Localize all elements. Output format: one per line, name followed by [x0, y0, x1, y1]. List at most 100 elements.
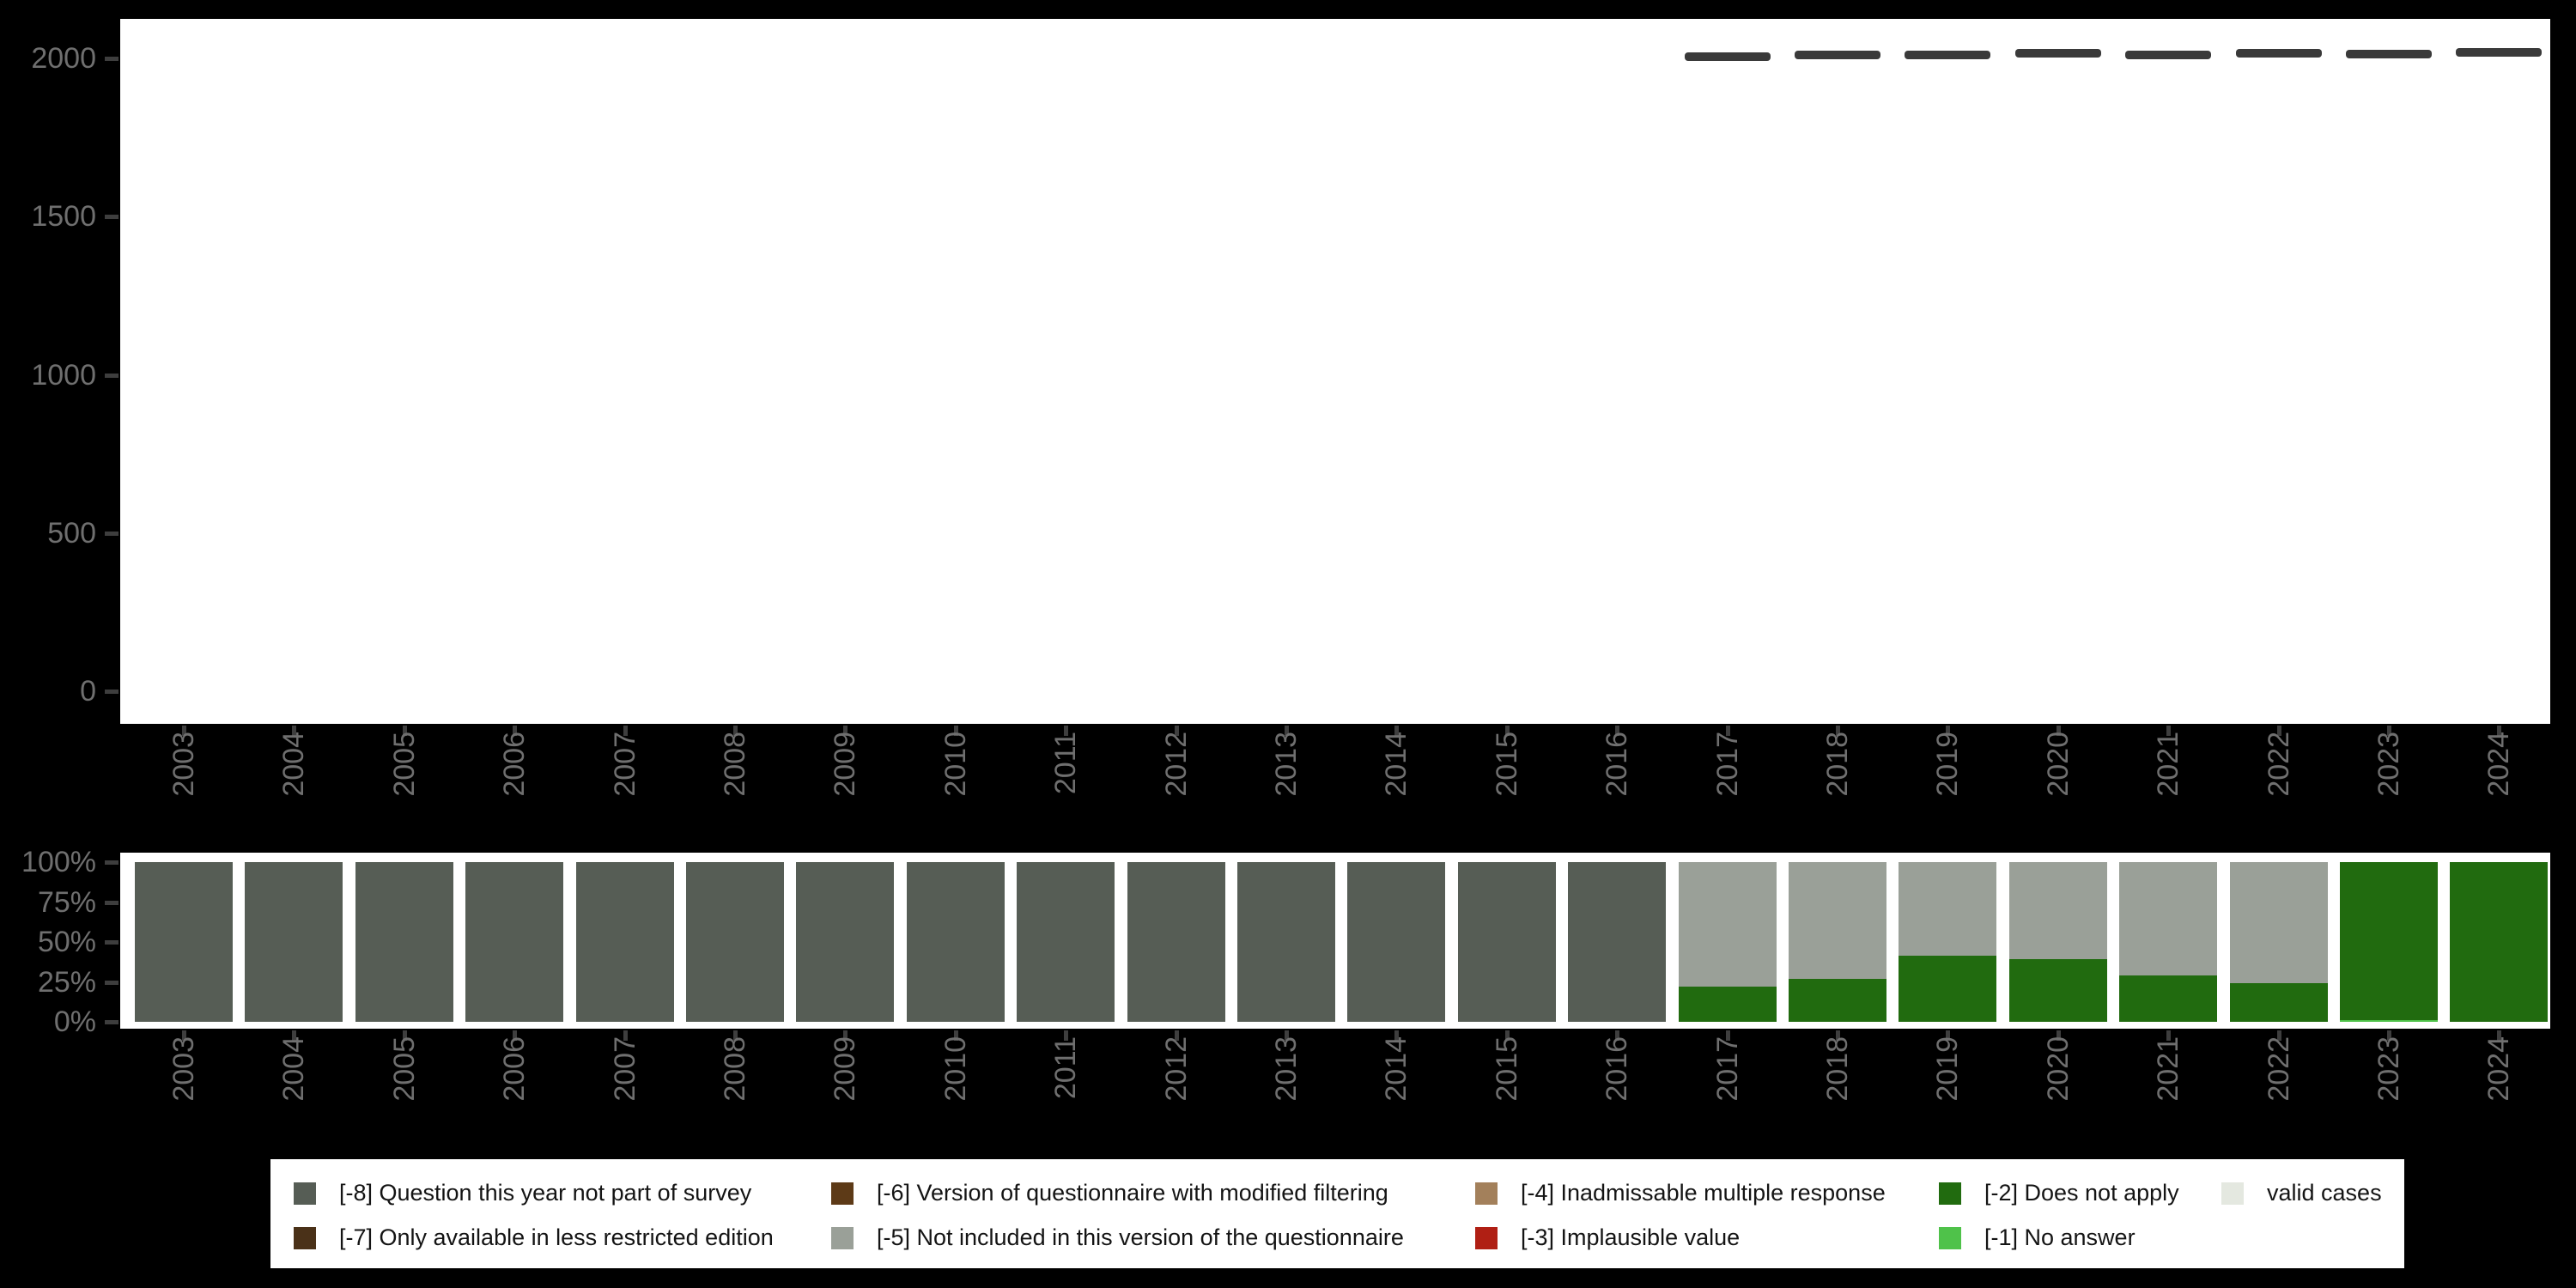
percent-x-axis-tick [402, 1030, 407, 1041]
percent-x-axis-tick [623, 1030, 628, 1041]
legend-label--3: [-3] Implausible value [1521, 1224, 1741, 1250]
y-axis-tick-label: 1500 [31, 200, 96, 234]
x-axis-tick [2056, 726, 2061, 736]
percent-x-axis-tick [2166, 1030, 2172, 1041]
bar-segment--1-2023 [2340, 1020, 2438, 1022]
x-axis-tick [1504, 726, 1510, 736]
legend-item--6: [-6] Version of questionnaire with modif… [831, 1180, 1388, 1206]
legend-label--8: [-8] Question this year not part of surv… [339, 1180, 752, 1206]
percent-x-axis-tick [1836, 1030, 1840, 1041]
bar-segment--2-2024 [2450, 862, 2549, 1022]
bar-segment--8-2005 [355, 862, 453, 1022]
legend-swatch--3 [1475, 1226, 1498, 1249]
percent-axis-tick-label: 0% [53, 1005, 96, 1038]
percent-axis-tick [105, 1020, 118, 1024]
year-label-2022: 2022 [2262, 732, 2295, 797]
legend-swatch--6 [831, 1182, 854, 1205]
percent-x-axis-tick [1394, 1030, 1400, 1041]
legend-label--4: [-4] Inadmissable multiple response [1521, 1180, 1886, 1206]
x-axis-tick [1725, 726, 1730, 736]
cases-dash-2020 [2014, 49, 2101, 58]
x-axis-tick [182, 726, 186, 736]
year-label-2015: 2015 [1490, 732, 1523, 797]
percent-year-label-2015: 2015 [1490, 1036, 1523, 1102]
year-label-2005: 2005 [387, 732, 421, 797]
x-axis-tick [1836, 726, 1840, 736]
bar-segment--2-2021 [2119, 975, 2218, 1022]
legend-label--2: [-2] Does not apply [1984, 1180, 2179, 1206]
legend-swatch--2 [1939, 1182, 1961, 1205]
percent-axis-tick-label: 25% [37, 965, 96, 999]
x-axis-tick [1394, 726, 1400, 736]
year-label-2016: 2016 [1601, 732, 1634, 797]
percent-year-label-2009: 2009 [829, 1036, 862, 1102]
percent-x-axis-tick [1946, 1030, 1951, 1041]
cases-dash-2018 [1795, 51, 1880, 60]
legend-item--1: [-1] No answer [1939, 1224, 2136, 1251]
y-axis-tick [105, 690, 118, 694]
legend-item--3: [-3] Implausible value [1475, 1224, 1740, 1251]
year-label-2004: 2004 [277, 732, 311, 797]
legend-label--1: [-1] No answer [1984, 1224, 2136, 1250]
bar-segment--5-2019 [1899, 862, 1997, 956]
x-axis-tick [843, 726, 848, 736]
percent-year-label-2022: 2022 [2262, 1036, 2295, 1102]
x-axis-tick [2166, 726, 2172, 736]
percent-year-label-2011: 2011 [1049, 1036, 1083, 1100]
year-label-2006: 2006 [498, 732, 532, 797]
percent-x-axis-tick [733, 1030, 738, 1041]
x-axis-tick [402, 726, 407, 736]
percent-year-label-2006: 2006 [498, 1036, 532, 1102]
x-axis-tick [623, 726, 628, 736]
y-axis-tick [105, 57, 118, 61]
percent-year-label-2017: 2017 [1710, 1036, 1744, 1102]
legend-item--5: [-5] Not included in this version of the… [831, 1224, 1404, 1251]
y-axis-tick-label: 1000 [31, 358, 96, 392]
bar-segment--8-2016 [1568, 862, 1667, 1022]
x-axis-tick [1064, 726, 1069, 736]
bar-segment--2-2019 [1899, 955, 1997, 1022]
x-axis-tick [292, 726, 297, 736]
percent-x-axis-tick [292, 1030, 297, 1041]
year-label-2011: 2011 [1049, 732, 1083, 795]
x-axis-tick [513, 726, 518, 736]
bar-segment--8-2013 [1237, 862, 1335, 1022]
percent-year-label-2014: 2014 [1380, 1036, 1413, 1102]
legend [270, 1159, 2404, 1268]
cases-dash-2017 [1684, 52, 1771, 62]
bar-segment--8-2003 [135, 862, 233, 1022]
x-axis-tick [1615, 726, 1620, 736]
bar-segment--8-2011 [1017, 862, 1115, 1022]
legend-label--5: [-5] Not included in this version of the… [877, 1224, 1404, 1250]
bar-segment--8-2015 [1457, 862, 1556, 1022]
percent-year-label-2023: 2023 [2372, 1036, 2405, 1102]
percent-x-axis-tick [2056, 1030, 2061, 1041]
x-axis-tick [733, 726, 738, 736]
legend-label-valid: valid cases [2267, 1180, 2382, 1206]
year-label-2024: 2024 [2482, 732, 2516, 797]
bar-segment--8-2014 [1347, 862, 1446, 1022]
percent-x-axis-tick [1285, 1030, 1289, 1041]
percent-x-axis-tick [182, 1030, 186, 1041]
percent-x-axis-tick [1504, 1030, 1510, 1041]
percent-axis-tick [105, 860, 118, 865]
year-label-2007: 2007 [608, 732, 641, 797]
percent-axis-tick [105, 940, 118, 945]
percent-axis-tick-label: 75% [37, 885, 96, 919]
legend-item--8: [-8] Question this year not part of surv… [294, 1180, 751, 1206]
percent-axis-tick-label: 100% [21, 846, 96, 878]
percent-year-label-2004: 2004 [277, 1036, 311, 1102]
year-label-2017: 2017 [1710, 732, 1744, 797]
year-label-2014: 2014 [1380, 732, 1413, 797]
legend-swatch--5 [831, 1226, 854, 1249]
legend-swatch--1 [1939, 1226, 1961, 1249]
x-axis-tick [2276, 726, 2281, 736]
bar-segment--2-2023 [2340, 862, 2438, 1021]
x-axis-tick [2497, 726, 2502, 736]
bar-segment--2-2020 [2008, 959, 2107, 1022]
legend-swatch-valid [2221, 1182, 2244, 1205]
cases-dash-2022 [2235, 49, 2322, 58]
legend-label--7: [-7] Only available in less restricted e… [339, 1224, 774, 1250]
bar-segment--2-2022 [2229, 983, 2328, 1022]
